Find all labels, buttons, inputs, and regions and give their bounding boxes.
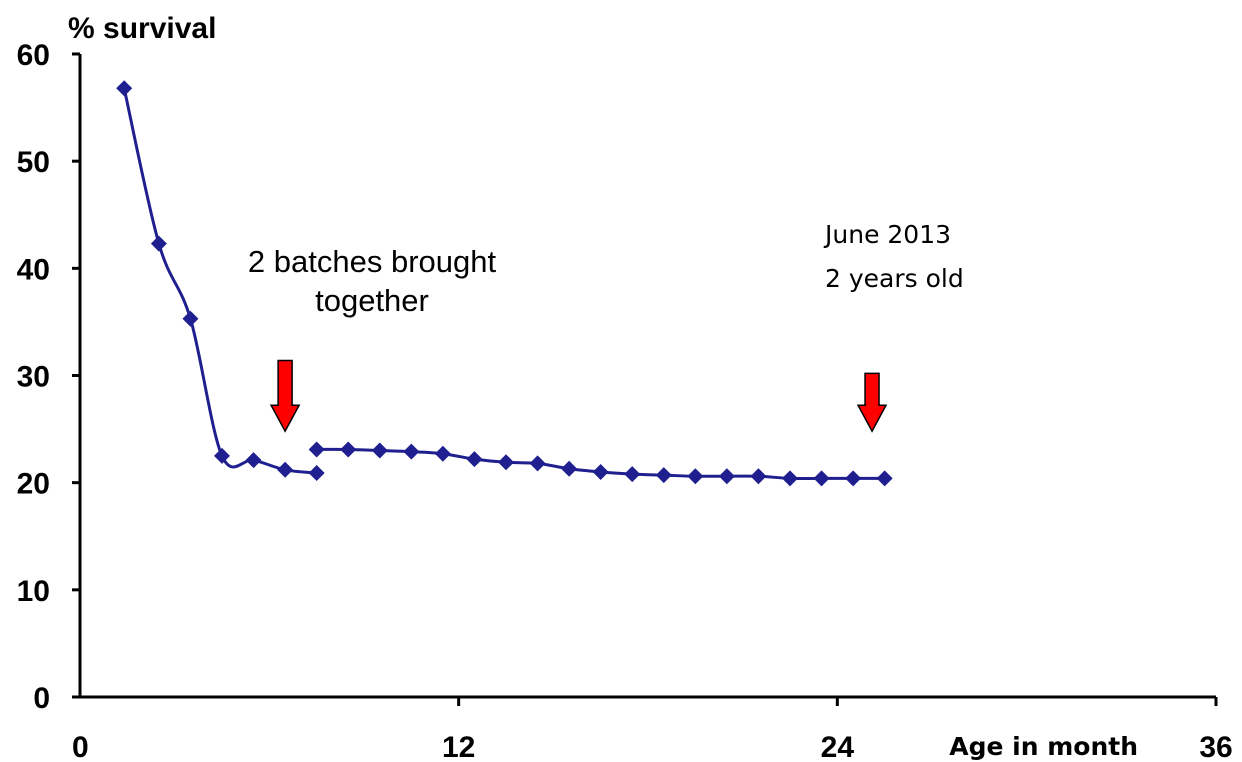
data-point [782, 470, 798, 487]
data-point [687, 468, 704, 485]
y-tick-label: 40 [17, 253, 50, 286]
x-axis-title: Age in month [949, 732, 1138, 761]
data-point [245, 452, 262, 469]
annotation-batches-line-1: 2 batches brought [248, 244, 497, 279]
red-down-arrow [269, 359, 301, 433]
data-point [750, 468, 767, 485]
annotation-june-line-1: June 2013 [823, 220, 951, 249]
y-tick-label: 60 [17, 39, 50, 72]
data-point [498, 454, 514, 471]
y-axis-title: % survival [68, 12, 216, 45]
x-tick-label: 24 [821, 731, 855, 762]
annotation-june-line-2: 2 years old [825, 264, 964, 293]
data-point [116, 80, 133, 97]
data-point [150, 235, 167, 252]
data-point [308, 441, 325, 458]
series-layer [116, 80, 893, 487]
x-tick-label: 36 [1199, 731, 1232, 762]
y-tick-label: 10 [17, 575, 50, 608]
data-point [876, 470, 893, 487]
data-point [182, 310, 199, 327]
data-point [529, 455, 546, 472]
data-point [434, 445, 451, 462]
red-down-arrow [856, 372, 888, 433]
annotation-june-2013: June 2013 2 years old [823, 220, 964, 293]
data-point [845, 470, 862, 487]
y-tick-label: 50 [17, 146, 50, 179]
data-point [655, 467, 672, 484]
x-tick-label: 12 [442, 731, 475, 762]
x-tick-label: 0 [72, 731, 89, 762]
y-tick-label: 0 [33, 682, 50, 715]
annotation-batches: 2 batches brought together [248, 244, 497, 318]
data-point [718, 468, 735, 485]
data-point [277, 461, 294, 478]
data-point [624, 466, 641, 483]
y-tick-label: 30 [17, 361, 50, 394]
y-tick-label: 20 [17, 468, 50, 501]
annotation-batches-line-2: together [315, 283, 429, 318]
axes [78, 54, 1216, 699]
ticks: 0 10 20 30 40 50 60 0 12 24 36 [17, 39, 1233, 762]
data-point [466, 451, 483, 468]
data-point [561, 460, 578, 477]
data-point [308, 465, 325, 482]
data-point [592, 463, 609, 480]
data-point [340, 441, 357, 458]
data-point [813, 470, 830, 487]
data-point [214, 447, 230, 464]
data-point [403, 443, 420, 460]
data-point [371, 442, 388, 459]
arrows-layer [269, 359, 888, 433]
